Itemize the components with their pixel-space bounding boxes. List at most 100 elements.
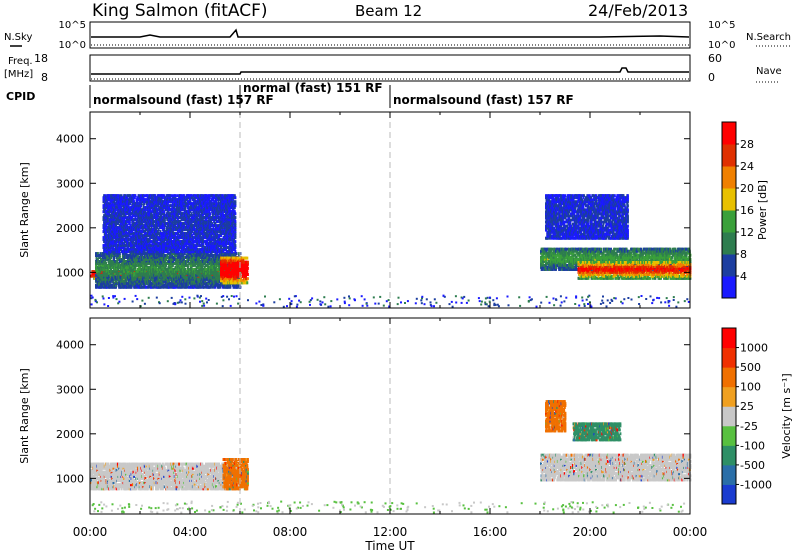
range-gate-cell <box>245 277 248 281</box>
range-gate-cell <box>136 210 139 214</box>
range-gate-cell <box>147 252 150 256</box>
range-gate-cell <box>110 226 113 230</box>
range-gate-cell <box>162 265 165 269</box>
range-gate-cell <box>242 258 245 262</box>
range-gate-cell <box>109 200 112 204</box>
range-gate-cell <box>131 208 134 212</box>
range-gate-cell <box>245 256 247 260</box>
range-gate-cell <box>156 260 159 263</box>
range-gate-cell <box>122 212 125 216</box>
range-gate-cell <box>130 228 133 232</box>
range-gate-cell <box>92 274 95 278</box>
range-gate-cell <box>102 236 105 240</box>
range-gate-cell <box>115 242 118 246</box>
range-gate-cell <box>131 242 134 246</box>
range-gate-cell <box>107 263 110 267</box>
range-gate-cell <box>130 200 133 204</box>
range-gate-cell <box>110 216 113 220</box>
range-gate-cell <box>104 206 107 210</box>
range-gate-cell <box>219 283 222 287</box>
range-gate-cell <box>210 263 213 267</box>
range-gate-cell <box>149 252 152 256</box>
range-gate-cell <box>112 214 115 218</box>
range-gate-cell <box>105 218 107 222</box>
range-gate-cell <box>117 267 120 271</box>
range-gate-cell <box>125 202 128 206</box>
range-gate-cell <box>107 256 110 259</box>
range-gate-cell <box>219 285 222 289</box>
range-gate-cell <box>206 262 209 265</box>
range-gate-cell <box>136 275 139 279</box>
range-gate-cell <box>185 262 188 265</box>
range-gate-cell <box>112 246 115 250</box>
range-gate-cell <box>95 277 97 281</box>
range-gate-cell <box>138 226 141 230</box>
range-gate-cell <box>148 271 151 275</box>
range-gate-cell <box>150 212 153 216</box>
range-gate-cell <box>138 234 141 238</box>
range-gate-cell <box>209 273 212 277</box>
range-gate-cell <box>190 265 193 269</box>
range-gate-cell <box>157 263 160 267</box>
range-gate-cell <box>146 254 149 258</box>
range-gate-cell <box>134 267 137 271</box>
range-gate-cell <box>188 262 191 265</box>
range-gate-cell <box>169 277 172 281</box>
range-gate-cell <box>139 220 142 224</box>
range-gate-cell <box>234 279 237 283</box>
range-gate-cell <box>204 279 207 283</box>
range-gate-cell <box>104 198 107 202</box>
range-gate-cell <box>130 269 132 273</box>
range-gate-cell <box>108 208 111 212</box>
range-gate-cell <box>199 271 202 275</box>
range-gate-cell <box>136 200 139 204</box>
range-gate-cell <box>158 271 161 275</box>
range-gate-cell <box>123 254 126 258</box>
range-gate-cell <box>137 196 140 200</box>
range-gate-cell <box>243 281 246 285</box>
range-gate-cell <box>234 273 237 276</box>
range-gate-cell <box>185 256 187 259</box>
range-gate-cell <box>228 271 231 274</box>
range-gate-cell <box>108 271 111 275</box>
range-gate-cell <box>193 281 196 285</box>
range-gate-cell <box>240 262 243 266</box>
range-gate-cell <box>105 283 107 287</box>
range-gate-cell <box>145 248 147 252</box>
range-gate-cell <box>231 273 234 276</box>
range-gate-cell <box>235 266 238 270</box>
range-gate-cell <box>168 271 171 275</box>
range-gate-cell <box>176 258 179 261</box>
range-gate-cell <box>121 224 124 228</box>
range-gate-cell <box>201 265 204 269</box>
range-gate-cell <box>105 224 108 228</box>
range-gate-cell <box>102 210 105 214</box>
range-gate-cell <box>95 262 97 265</box>
range-gate-cell <box>113 236 116 240</box>
range-gate-cell <box>93 272 96 276</box>
range-gate-cell <box>242 268 245 272</box>
range-gate-cell <box>148 214 151 218</box>
range-gate-cell <box>160 262 163 265</box>
range-gate-cell <box>113 271 116 275</box>
range-gate-cell <box>159 256 162 259</box>
range-gate-cell <box>136 226 139 230</box>
range-gate-cell <box>128 242 131 246</box>
range-gate-cell <box>116 204 119 208</box>
range-gate-cell <box>108 212 111 216</box>
range-gate-cell <box>169 263 172 267</box>
range-gate-cell <box>146 202 149 206</box>
range-gate-cell <box>214 285 217 289</box>
range-gate-cell <box>151 283 154 287</box>
range-gate-cell <box>226 252 229 256</box>
range-gate-cell <box>130 285 133 289</box>
range-gate-cell <box>148 212 151 216</box>
range-gate-cell <box>233 285 236 289</box>
range-gate-cell <box>123 210 126 214</box>
range-gate-cell <box>171 263 174 267</box>
range-gate-cell <box>123 238 126 242</box>
range-gate-cell <box>127 238 130 242</box>
range-gate-cell <box>130 250 132 254</box>
range-gate-cell <box>115 228 117 232</box>
range-gate-cell <box>213 262 216 265</box>
